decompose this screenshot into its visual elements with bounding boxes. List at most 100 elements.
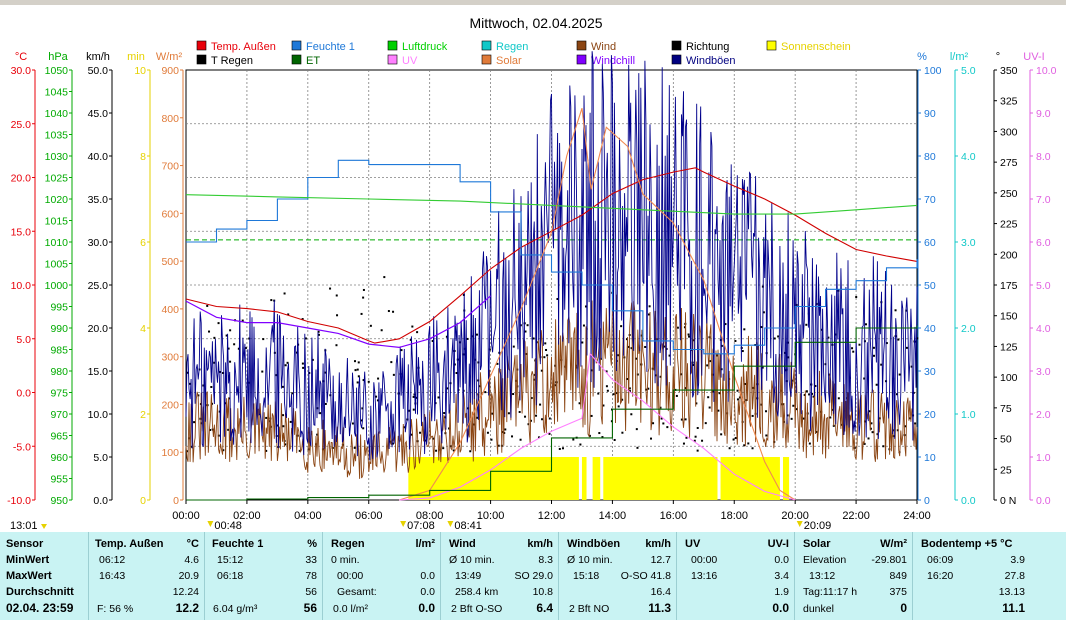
- wind-direction-dot: [412, 408, 415, 411]
- axis-tick-label: 60: [924, 237, 936, 249]
- wind-direction-dot: [466, 337, 469, 340]
- axis-tick-label: 3.0: [1036, 366, 1051, 378]
- wind-current: 6.4: [536, 601, 553, 615]
- wind-direction-dot: [335, 294, 338, 297]
- temp-max: 20.9: [178, 570, 199, 582]
- solar-max: 849: [889, 570, 907, 582]
- axis-tick-label: 0: [924, 495, 930, 507]
- legend-label: Luftdruck: [402, 41, 448, 53]
- axis-tick-label: 950: [50, 495, 68, 507]
- axis-tick-label: 10.0: [1036, 65, 1057, 77]
- wind-direction-dot: [615, 392, 618, 395]
- wind-direction-dot: [743, 382, 746, 385]
- wind-direction-dot: [455, 372, 458, 375]
- axis-tick-label: 25.0: [11, 119, 32, 131]
- wind-direction-dot: [419, 431, 422, 434]
- uv-line: [399, 352, 796, 501]
- temp-header: Temp. Außen: [95, 538, 164, 550]
- wind-direction-dot: [377, 377, 380, 380]
- wind-direction-dot: [636, 373, 639, 376]
- wind-direction-dot: [582, 324, 585, 327]
- solar-avg: 375: [889, 586, 907, 598]
- wind-direction-dot: [362, 427, 365, 430]
- axis-tick-label: 975: [50, 388, 68, 400]
- uv-min: 0.0: [774, 554, 789, 566]
- temp-max-time: 16:43: [99, 570, 126, 582]
- wind-direction-dot: [584, 305, 587, 308]
- wind-direction-dot: [431, 340, 434, 343]
- stats-col-humidity: Feuchte 1 % 15:12 33 06:18 78 56 6.04 g/…: [204, 532, 323, 620]
- wind-direction-dot: [808, 393, 811, 396]
- axis-unit-label: hPa: [48, 51, 68, 63]
- wind-direction-dot: [213, 336, 216, 339]
- wind-direction-dot: [675, 394, 678, 397]
- wind-direction-dot: [682, 442, 685, 445]
- temp-unit: °C: [186, 538, 199, 550]
- wind-direction-dot: [548, 432, 551, 435]
- axis-unit-label: min: [127, 51, 145, 63]
- wind-direction-dot: [490, 438, 493, 441]
- legend-swatch: [576, 54, 587, 65]
- humidity-avg: 56: [305, 586, 317, 598]
- wind-direction-dot: [524, 330, 527, 333]
- rain-header: Regen: [331, 538, 365, 550]
- wind-direction-dot: [283, 292, 286, 295]
- axis-tick-label: -10.0: [7, 495, 31, 507]
- wind-direction-dot: [507, 412, 510, 415]
- wind-direction-dot: [518, 410, 521, 413]
- axis-tick-label: 30.0: [88, 237, 109, 249]
- wind-direction-dot: [606, 389, 609, 392]
- wind-direction-dot: [442, 447, 445, 450]
- wind-direction-dot: [281, 385, 284, 388]
- wind-direction-dot: [728, 447, 731, 450]
- wind-direction-dot: [720, 433, 723, 436]
- legend-swatch: [291, 40, 302, 51]
- chart-title: Mittwoch, 02.04.2025: [469, 15, 602, 31]
- wind-direction-dot: [289, 420, 292, 423]
- wind-direction-dot: [458, 341, 461, 344]
- wind-direction-dot: [605, 385, 608, 388]
- legend-swatch: [196, 40, 207, 51]
- wind-direction-dot: [790, 417, 793, 420]
- wind-direction-dot: [693, 439, 696, 442]
- wind-direction-dot: [654, 374, 657, 377]
- axis-tick-label: 1020: [45, 194, 69, 206]
- wind-direction-dot: [858, 343, 861, 346]
- axis-tick-label: 50.0: [88, 65, 109, 77]
- wind-direction-dot: [834, 333, 837, 336]
- humidity-max: 78: [305, 570, 317, 582]
- window-top-strip: [0, 0, 1066, 5]
- wind-direction-dot: [225, 334, 228, 337]
- legend-label: Windböen: [686, 55, 736, 67]
- solar-footer-label: dunkel: [803, 603, 834, 615]
- axis-tick-label: 5.0: [93, 452, 108, 464]
- legend: Temp. Außen Feuchte 1 Luftdruck Regen Wind Ri…: [196, 40, 851, 67]
- wind-direction-dot: [743, 444, 746, 447]
- wind-direction-dot: [186, 450, 189, 453]
- wind-direction-dot: [530, 397, 533, 400]
- wind-direction-dot: [659, 375, 662, 378]
- wind-direction-dot: [539, 403, 542, 406]
- wind-direction-dot: [380, 329, 383, 332]
- wind-direction-dot: [782, 420, 785, 423]
- wind-direction-dot: [786, 414, 789, 417]
- axis-unit-label: km/h: [86, 51, 110, 63]
- wind-direction-dot: [409, 338, 412, 341]
- wind-direction-dot: [291, 392, 294, 395]
- wind-direction-dot: [287, 313, 290, 316]
- wind-direction-dot: [628, 387, 631, 390]
- wind-direction-dot: [863, 377, 866, 380]
- wind-direction-dot: [868, 410, 871, 413]
- wind-direction-dot: [353, 446, 356, 449]
- sunshine-block: [603, 457, 718, 500]
- wind-direction-dot: [544, 342, 547, 345]
- wind-direction-dot: [684, 387, 687, 390]
- solar-current: 0: [900, 601, 907, 615]
- wind-direction-dot: [206, 304, 209, 307]
- wind-direction-dot: [200, 422, 203, 425]
- wind-direction-dot: [602, 404, 605, 407]
- wind-direction-dot: [446, 387, 449, 390]
- row-label-min: MinWert: [6, 554, 50, 566]
- wind-direction-dot: [197, 394, 200, 397]
- wind-direction-dot: [237, 347, 240, 350]
